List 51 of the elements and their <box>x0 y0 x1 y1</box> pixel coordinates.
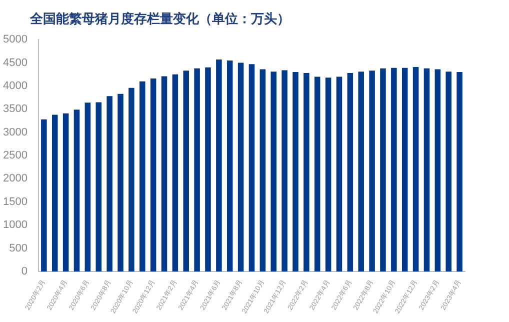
bar <box>434 69 441 272</box>
y-tick-label: 2000 <box>2 172 28 185</box>
bar <box>391 68 397 272</box>
bar <box>52 114 58 272</box>
bar <box>118 94 124 272</box>
bar <box>402 68 408 272</box>
bar <box>128 88 134 272</box>
y-tick-label: 5000 <box>2 34 28 46</box>
bar <box>282 70 288 272</box>
bar <box>84 102 91 272</box>
y-tick-label: 4000 <box>2 80 28 92</box>
bar <box>336 76 342 272</box>
y-tick-label: 3500 <box>2 103 28 116</box>
bar <box>226 60 233 272</box>
y-tick-label: 1000 <box>2 219 28 232</box>
bar <box>172 74 178 272</box>
bar <box>161 76 168 272</box>
chart-title: 全国能繁母猪月度存栏量变化（单位：万头） <box>30 10 290 28</box>
bar <box>150 78 156 272</box>
bar <box>238 62 244 272</box>
bar <box>412 66 419 272</box>
bar <box>292 72 298 272</box>
bar <box>304 72 310 272</box>
bar <box>314 76 320 272</box>
bar <box>74 110 80 272</box>
bar <box>41 119 47 272</box>
y-tick-label: 0 <box>21 265 28 278</box>
y-tick-label: 500 <box>9 242 28 254</box>
bar <box>194 68 200 272</box>
bar <box>424 68 430 272</box>
bar <box>325 78 332 272</box>
bar <box>347 72 354 272</box>
y-tick-label: 1500 <box>2 196 28 208</box>
bar <box>380 68 386 272</box>
y-tick-label: 2500 <box>2 150 28 162</box>
bar <box>216 60 222 272</box>
bar <box>260 69 266 272</box>
bar <box>358 72 364 272</box>
bar <box>248 64 255 272</box>
bar <box>369 70 375 272</box>
bar <box>270 72 276 272</box>
bar <box>96 102 102 272</box>
bar <box>106 96 112 272</box>
bar <box>139 81 146 272</box>
bar <box>446 72 452 272</box>
bar <box>456 72 462 272</box>
y-tick-label: 3000 <box>2 126 28 138</box>
bar <box>183 70 189 272</box>
y-tick-label: 4500 <box>2 56 28 69</box>
bar <box>62 113 69 272</box>
bar <box>205 67 211 272</box>
